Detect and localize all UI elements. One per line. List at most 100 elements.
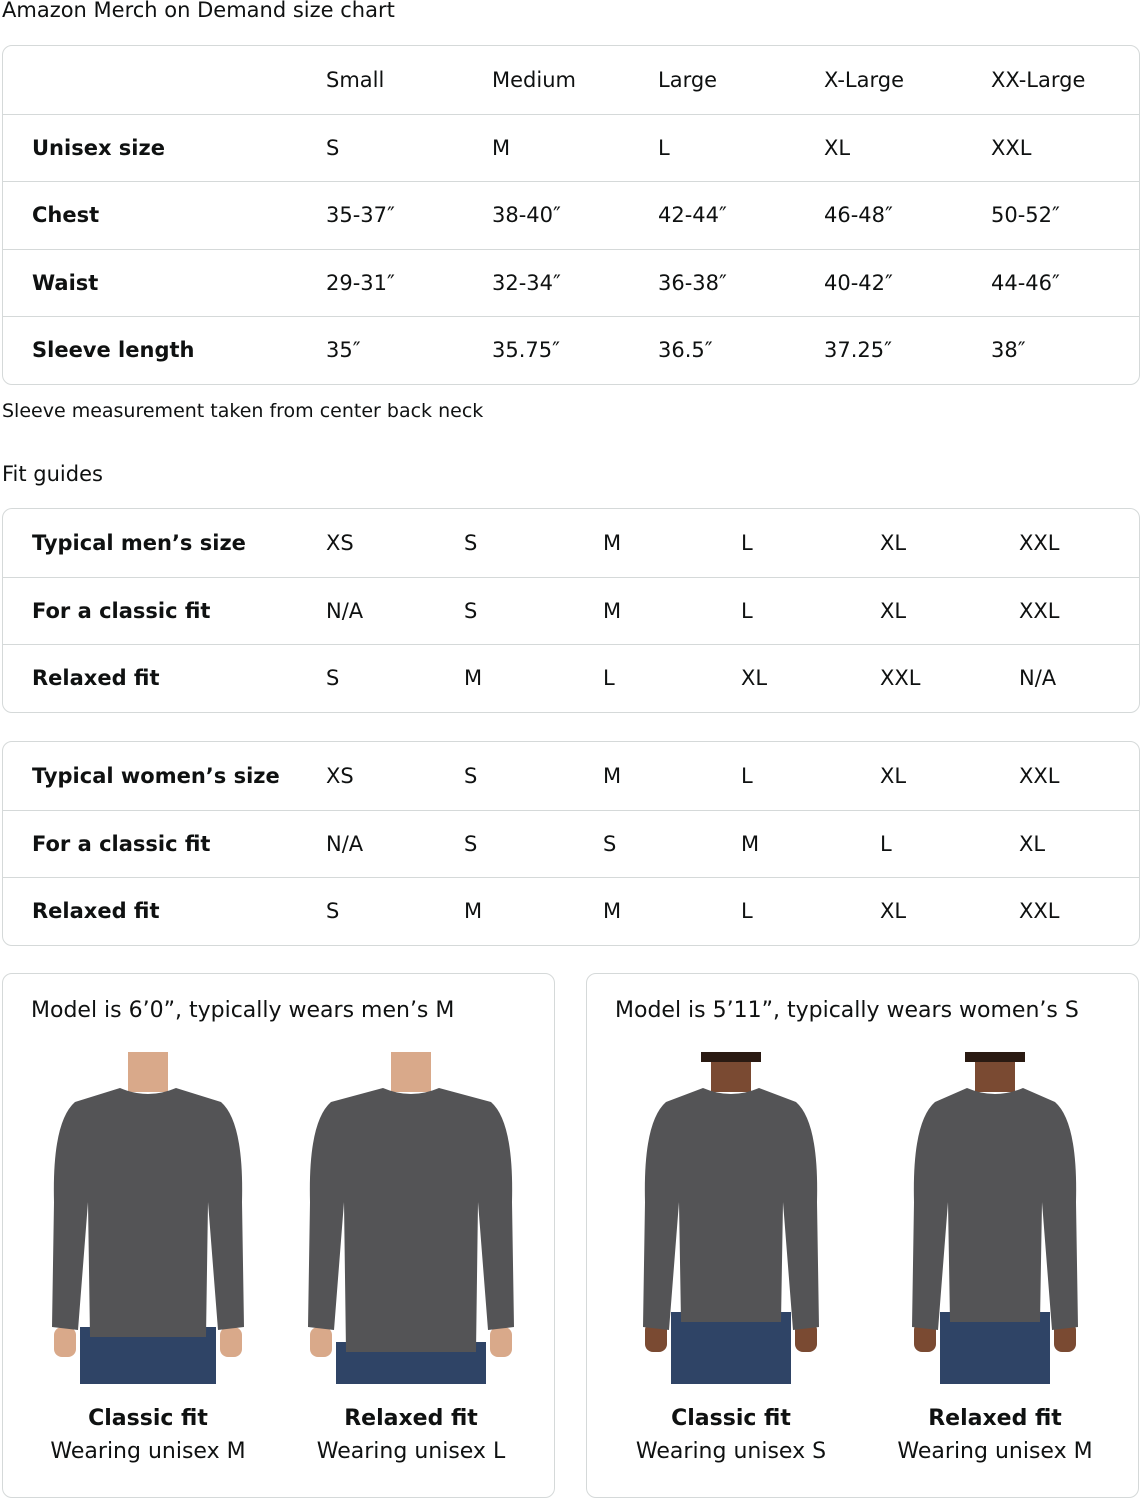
table-cell: L	[603, 666, 615, 691]
table-cell: 46-48″	[824, 203, 893, 228]
column-header: Medium	[492, 67, 576, 92]
table-row: Sleeve length 35″ 35.75″ 36.5″ 37.25″ 38″	[3, 316, 1139, 384]
table-cell: XL	[1019, 831, 1046, 856]
table-cell: 35″	[326, 338, 361, 363]
wearing-label: Wearing unisex M	[897, 1439, 1093, 1464]
column-header: Small	[326, 67, 385, 92]
table-row: Typical women’s size XS S M L XL XXL	[3, 742, 1139, 810]
hand	[310, 1327, 332, 1357]
table-cell: N/A	[1019, 666, 1057, 691]
table-cell: 35.75″	[492, 338, 560, 363]
table-header-row: Small Medium Large X-Large XX-Large	[3, 46, 1139, 114]
table-row: For a classic fit N/A S S M L XL	[3, 809, 1139, 878]
hand	[795, 1322, 817, 1352]
table-cell: 37.25″	[824, 338, 892, 363]
table-row: Waist 29-31″ 32-34″ 36-38″ 40-42″ 44-46″	[3, 248, 1139, 317]
row-label: Relaxed fit	[32, 899, 160, 924]
table-cell: M	[492, 135, 511, 160]
model-photo	[643, 1052, 819, 1384]
table-cell: S	[464, 598, 478, 623]
table-cell: N/A	[326, 598, 364, 623]
table-cell: XXL	[1019, 598, 1060, 623]
table-cell: XS	[326, 763, 354, 788]
womens-fit-table: Typical women’s size XS S M L XL XXL For a clas…	[2, 741, 1140, 946]
table-cell: S	[326, 135, 340, 160]
table-cell: XL	[880, 530, 907, 555]
table-cell: L	[741, 598, 753, 623]
column-header: Large	[658, 67, 718, 92]
table-cell: M	[464, 899, 483, 924]
column-header: X-Large	[824, 67, 905, 92]
table-cell: 38″	[991, 338, 1026, 363]
table-cell: 36-38″	[658, 270, 727, 295]
table-cell: S	[464, 763, 478, 788]
table-cell: S	[464, 530, 478, 555]
size-chart-table: Small Medium Large X-Large XX-Large Unisex si…	[2, 45, 1140, 385]
table-cell: 38-40″	[492, 203, 561, 228]
table-cell: XXL	[880, 666, 921, 691]
fit-label: Classic fit	[671, 1406, 791, 1431]
table-cell: M	[464, 666, 483, 691]
table-cell: XXL	[1019, 530, 1060, 555]
wearing-label: Wearing unisex S	[635, 1439, 827, 1464]
row-label: Sleeve length	[32, 338, 195, 363]
row-label: Relaxed fit	[32, 666, 160, 691]
table-cell: XL	[880, 899, 907, 924]
table-cell: M	[603, 530, 622, 555]
table-row: Relaxed fit S M M L XL XXL	[3, 877, 1139, 945]
table-cell: XL	[880, 763, 907, 788]
table-cell: XXL	[1019, 899, 1060, 924]
table-cell: 42-44″	[658, 203, 727, 228]
row-label: For a classic fit	[32, 831, 211, 856]
table-cell: XL	[741, 666, 768, 691]
table-cell: S	[603, 831, 617, 856]
hand	[645, 1322, 667, 1352]
row-label: For a classic fit	[32, 598, 211, 623]
table-cell: XXL	[1019, 763, 1060, 788]
table-cell: XXL	[991, 135, 1032, 160]
table-cell: 35-37″	[326, 203, 395, 228]
model-caption: Model is 6’0”, typically wears men’s M	[31, 998, 455, 1023]
table-cell: L	[880, 831, 892, 856]
table-cell: 32-34″	[492, 270, 561, 295]
fit-guides-heading: Fit guides	[2, 462, 103, 486]
model-figure: Classic fit Wearing unisex M	[38, 1052, 258, 1464]
page-title: Amazon Merch on Demand size chart	[2, 0, 395, 22]
sleeve-note: Sleeve measurement taken from center bac…	[2, 400, 484, 422]
table-cell: L	[741, 899, 753, 924]
row-label: Chest	[32, 203, 100, 228]
table-cell: M	[603, 598, 622, 623]
row-label: Waist	[32, 270, 99, 295]
fit-label: Relaxed fit	[344, 1406, 478, 1431]
table-cell: L	[658, 135, 670, 160]
table-cell: M	[603, 763, 622, 788]
model-photo	[912, 1052, 1078, 1384]
mens-fit-table: Typical men’s size XS S M L XL XXL For a classi…	[2, 508, 1140, 713]
table-row: Chest 35-37″ 38-40″ 42-44″ 46-48″ 50-52″	[3, 181, 1139, 249]
table-cell: S	[326, 899, 340, 924]
jeans	[940, 1312, 1050, 1384]
table-cell: L	[741, 763, 753, 788]
table-cell: M	[741, 831, 760, 856]
hand	[54, 1327, 76, 1357]
model-figure: Relaxed fit Wearing unisex L	[301, 1052, 521, 1464]
model-caption: Model is 5’11”, typically wears women’s …	[615, 998, 1079, 1023]
fit-label: Classic fit	[88, 1406, 208, 1431]
table-row: Relaxed fit S M L XL XXL N/A	[3, 644, 1139, 712]
table-cell: S	[464, 831, 478, 856]
wearing-label: Wearing unisex M	[50, 1439, 246, 1464]
table-cell: 29-31″	[326, 270, 395, 295]
fit-label: Relaxed fit	[928, 1406, 1062, 1431]
hair	[701, 1052, 761, 1062]
hand	[220, 1327, 242, 1357]
mens-model-card: Model is 6’0”, typically wears men’s M C…	[2, 973, 555, 1498]
table-row: Typical men’s size XS S M L XL XXL	[3, 509, 1139, 577]
neck	[128, 1052, 168, 1092]
model-figure: Relaxed fit Wearing unisex M	[885, 1052, 1105, 1464]
jeans	[671, 1312, 791, 1384]
table-cell: S	[326, 666, 340, 691]
row-label: Typical women’s size	[32, 763, 280, 788]
row-label: Unisex size	[32, 135, 165, 160]
table-cell: 36.5″	[658, 338, 713, 363]
sweater	[643, 1088, 819, 1330]
